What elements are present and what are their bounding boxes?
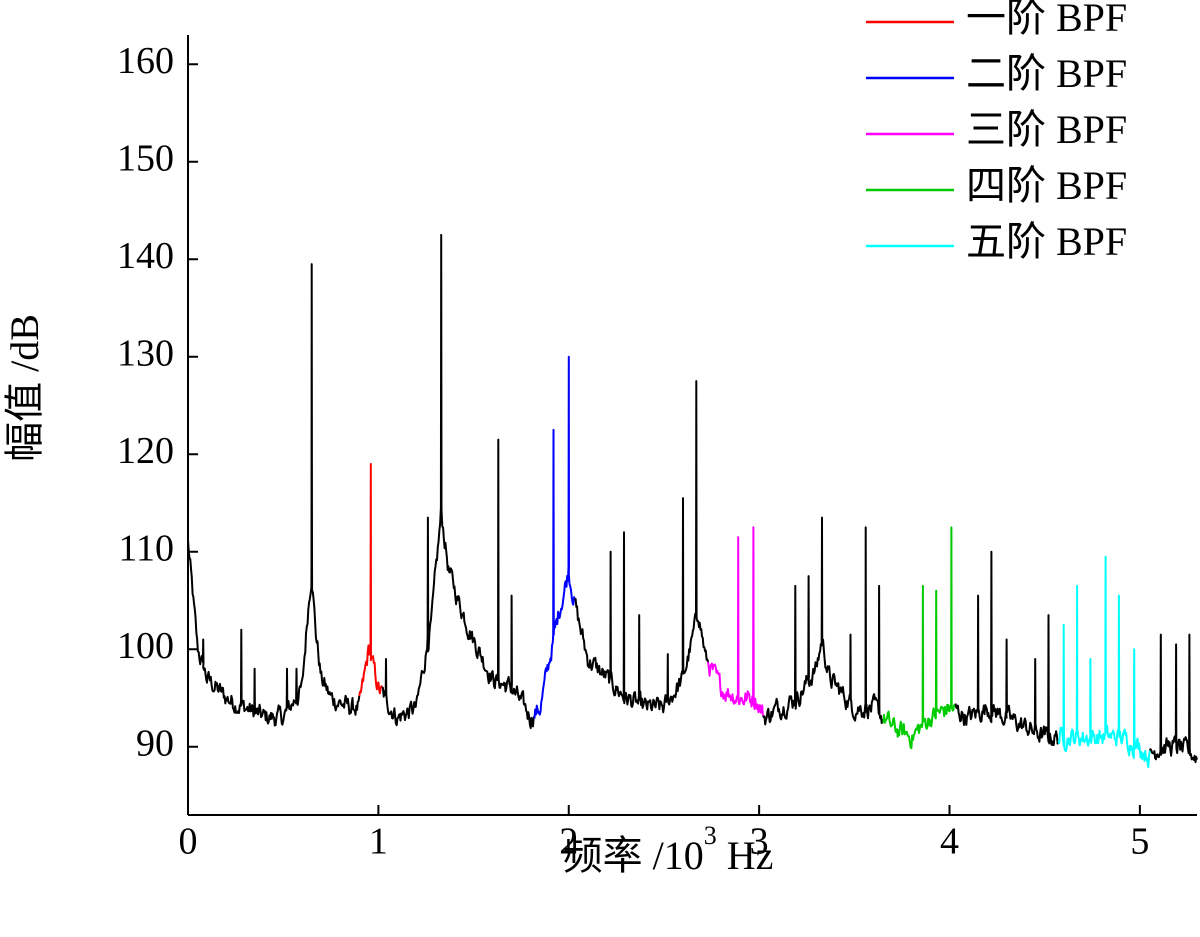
y-tick-label: 110 <box>118 527 174 569</box>
y-tick-label: 160 <box>117 40 174 82</box>
spectrum-segment <box>187 263 361 727</box>
series-line-3 <box>707 526 764 716</box>
spectrum-segment <box>762 516 885 726</box>
spectrum-lines <box>187 233 1198 769</box>
legend-label: 四阶 BPF <box>966 163 1127 208</box>
y-ticks: 90 100 110 120 130 140 150 160 <box>117 40 198 764</box>
series-line-5 <box>1057 555 1151 769</box>
legend-label: 二阶 BPF <box>966 51 1127 96</box>
series-line-2 <box>533 355 576 719</box>
x-axis-label-exponent: 3 <box>704 821 717 850</box>
y-tick-label: 130 <box>117 332 174 374</box>
series-line-4 <box>882 526 957 750</box>
spectrum-segment <box>381 233 536 729</box>
y-tick-label: 100 <box>117 625 174 667</box>
x-tick-label: 5 <box>1130 820 1149 862</box>
x-axis-label-prefix: 频率 /10 <box>563 833 704 878</box>
plot-area: 90 100 110 120 130 140 150 160 0 1 2 3 4 5 <box>117 35 1198 862</box>
legend-label: 一阶 BPF <box>966 0 1127 40</box>
y-tick-label: 150 <box>117 137 174 179</box>
x-axis-label-suffix: Hz <box>717 833 774 878</box>
x-ticks: 0 1 2 3 4 5 <box>179 805 1149 862</box>
legend: 一阶 BPF 二阶 BPF 三阶 BPF 四阶 BPF 五阶 BPF <box>866 0 1127 264</box>
legend-label: 三阶 BPF <box>966 107 1127 152</box>
spectrum-segment <box>1148 633 1198 764</box>
x-tick-label: 2 <box>559 820 578 862</box>
y-tick-label: 90 <box>136 722 174 764</box>
x-tick-label: 3 <box>750 820 769 862</box>
series-line-1 <box>358 463 383 697</box>
x-tick-label: 0 <box>179 820 198 862</box>
y-axis-label: 幅值 /dB <box>2 314 47 462</box>
x-tick-label: 4 <box>940 820 959 862</box>
y-tick-label: 140 <box>117 235 174 277</box>
y-tick-label: 120 <box>117 430 174 472</box>
spectrum-segment <box>573 380 710 714</box>
x-tick-label: 1 <box>369 820 388 862</box>
x-axis-label: 频率 /103 Hz <box>563 821 774 877</box>
legend-label: 五阶 BPF <box>966 219 1127 264</box>
spectrum-segment <box>954 550 1060 747</box>
